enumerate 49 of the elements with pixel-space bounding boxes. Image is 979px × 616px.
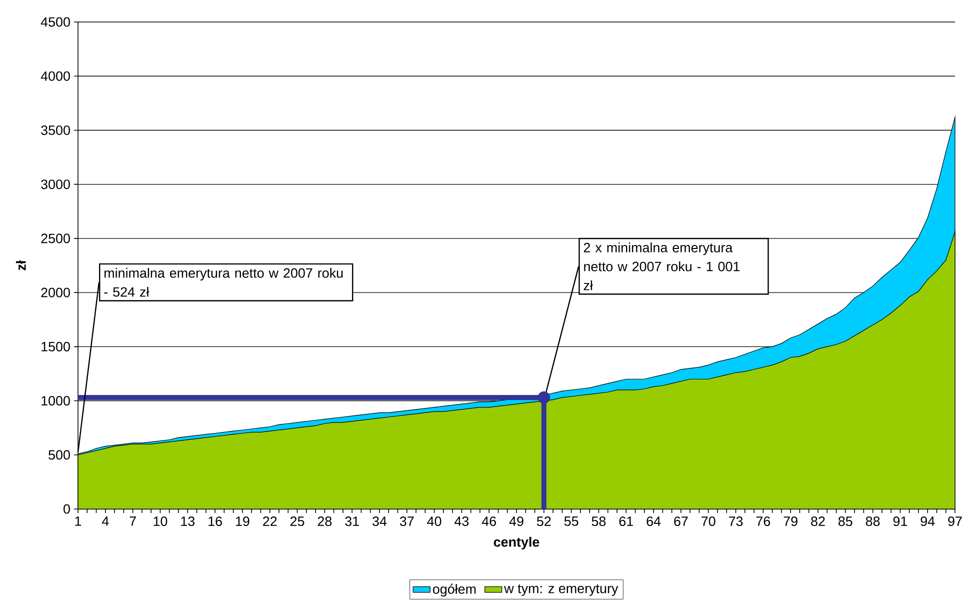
x-tick-label: 40	[427, 516, 442, 526]
x-tick-label: 79	[784, 516, 798, 526]
x-tick-label: 43	[454, 516, 469, 526]
x-tick-label: 25	[290, 516, 304, 526]
x-tick-label: 91	[893, 516, 908, 526]
y-tick-label: 2000	[41, 288, 70, 298]
x-tick-label: 1	[75, 516, 82, 526]
y-tick-label: 4000	[40, 71, 70, 81]
x-tick-label: 88	[866, 516, 880, 526]
legend-label: w tym: z emerytury	[504, 584, 618, 596]
x-tick-label: 49	[509, 516, 524, 526]
x-tick-label: 70	[702, 516, 716, 526]
x-tick-label: 52	[536, 516, 551, 526]
y-tick-label: 500	[48, 450, 70, 460]
x-tick-label: 97	[948, 516, 962, 526]
annotation: 2 x minimalna emerytura netto w 2007 roku - 1 001 zł	[584, 242, 740, 290]
legend-label: ogółem	[432, 584, 476, 597]
x-tick-label: 76	[756, 516, 770, 526]
x-tick-label: 64	[646, 516, 661, 526]
x-tick-label: 7	[130, 516, 136, 526]
x-tick-label: 55	[564, 516, 578, 526]
x-tick-label: 34	[372, 516, 387, 526]
y-axis-title: zł	[16, 260, 26, 270]
y-tick-label: 1500	[42, 342, 70, 352]
y-tick-label: 1000	[42, 396, 70, 406]
x-axis-title: centyle	[494, 536, 540, 550]
y-tick-label: 2500	[41, 234, 70, 244]
x-tick-label: 10	[154, 516, 168, 526]
x-tick-label: 16	[208, 516, 222, 526]
y-tick-label: 3500	[41, 125, 70, 135]
x-tick-label: 28	[318, 516, 332, 526]
x-tick-label: 85	[838, 516, 852, 526]
x-tick-label: 94	[920, 516, 935, 526]
annotation: minimalna emerytura netto w 2007 roku - 524 zł	[104, 268, 343, 297]
y-tick-label: 0	[64, 504, 70, 514]
x-tick-label: 13	[181, 516, 195, 526]
x-tick-label: 67	[674, 516, 688, 526]
x-tick-label: 61	[619, 516, 633, 526]
x-tick-label: 4	[102, 516, 109, 526]
x-tick-label: 82	[811, 516, 825, 526]
x-tick-label: 58	[592, 516, 606, 526]
x-tick-label: 19	[236, 516, 250, 526]
x-tick-label: 73	[728, 516, 743, 526]
x-tick-label: 46	[482, 516, 496, 526]
x-tick-label: 22	[263, 516, 277, 526]
y-tick-label: 4500	[40, 17, 70, 27]
y-tick-label: 3000	[41, 180, 70, 190]
x-tick-label: 31	[345, 516, 359, 526]
x-tick-label: 37	[400, 516, 414, 526]
